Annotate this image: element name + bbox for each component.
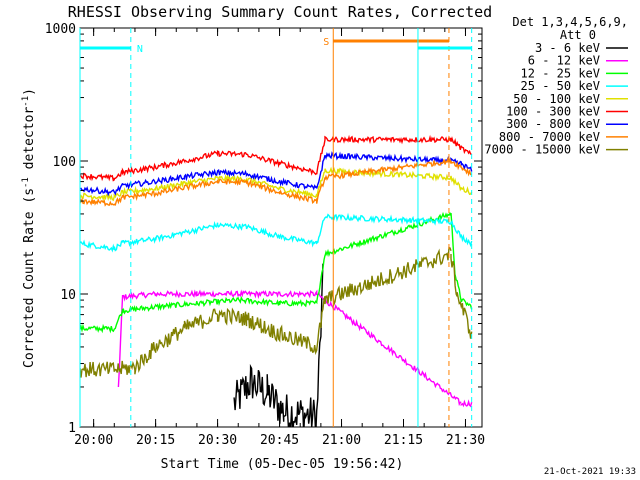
series-line-2 bbox=[80, 211, 473, 334]
legend-label-6: 300 - 800 keV bbox=[506, 117, 600, 131]
x-axis-label: Start Time (05-Dec-05 19:56:42) bbox=[161, 457, 404, 472]
series-line-0 bbox=[233, 263, 324, 427]
series-line-6 bbox=[80, 151, 473, 197]
axis-ticks: 20:00 20:15 20:30 20:45 21:00 21:15 21:30 1 10 10… bbox=[45, 22, 485, 448]
y-tick-label: 10 bbox=[60, 288, 76, 303]
y-axis-label: Corrected Count Rate (s-1 detector-1) bbox=[21, 88, 37, 368]
legend-label-1: 6 - 12 keV bbox=[528, 54, 600, 68]
legend-label-4: 50 - 100 keV bbox=[513, 92, 600, 106]
legend-title-line1: Det 1,3,4,5,6,9, bbox=[512, 15, 628, 29]
series-line-1 bbox=[117, 289, 473, 408]
x-tick-label: 21:15 bbox=[384, 433, 423, 448]
chart-title: RHESSI Observing Summary Count Rates, Co… bbox=[68, 3, 492, 21]
legend-label-7: 800 - 7000 keV bbox=[499, 130, 600, 144]
marker-1: S bbox=[323, 28, 450, 427]
marker-0: N bbox=[79, 28, 143, 427]
x-tick-label: 20:45 bbox=[260, 433, 299, 448]
x-tick-label: 20:00 bbox=[74, 433, 113, 448]
series-line-5 bbox=[80, 134, 472, 182]
series-line-7 bbox=[80, 156, 472, 207]
marker-label-0: N bbox=[137, 44, 143, 55]
x-tick-label: 21:00 bbox=[322, 433, 361, 448]
legend-title-line2: Att 0 bbox=[560, 28, 596, 42]
series-line-3 bbox=[80, 212, 473, 253]
marker-label-1: S bbox=[323, 37, 329, 48]
legend-label-5: 100 - 300 keV bbox=[506, 105, 600, 119]
x-tick-label: 20:15 bbox=[136, 433, 175, 448]
series-line-4 bbox=[80, 166, 473, 202]
x-tick-label: 20:30 bbox=[198, 433, 237, 448]
legend-label-8: 7000 - 15000 keV bbox=[484, 143, 600, 157]
footer-date: 21-Oct-2021 19:33 bbox=[544, 467, 636, 477]
y-tick-label: 100 bbox=[53, 155, 76, 170]
legend-label-0: 3 - 6 keV bbox=[535, 41, 600, 55]
y-tick-label: 1000 bbox=[45, 22, 76, 37]
y-tick-label: 1 bbox=[68, 421, 76, 436]
marker-2 bbox=[417, 28, 473, 427]
x-tick-label: 21:30 bbox=[446, 433, 485, 448]
legend-label-3: 25 - 50 keV bbox=[521, 79, 600, 93]
series-line-8 bbox=[80, 246, 473, 378]
legend-label-2: 12 - 25 keV bbox=[521, 66, 600, 80]
